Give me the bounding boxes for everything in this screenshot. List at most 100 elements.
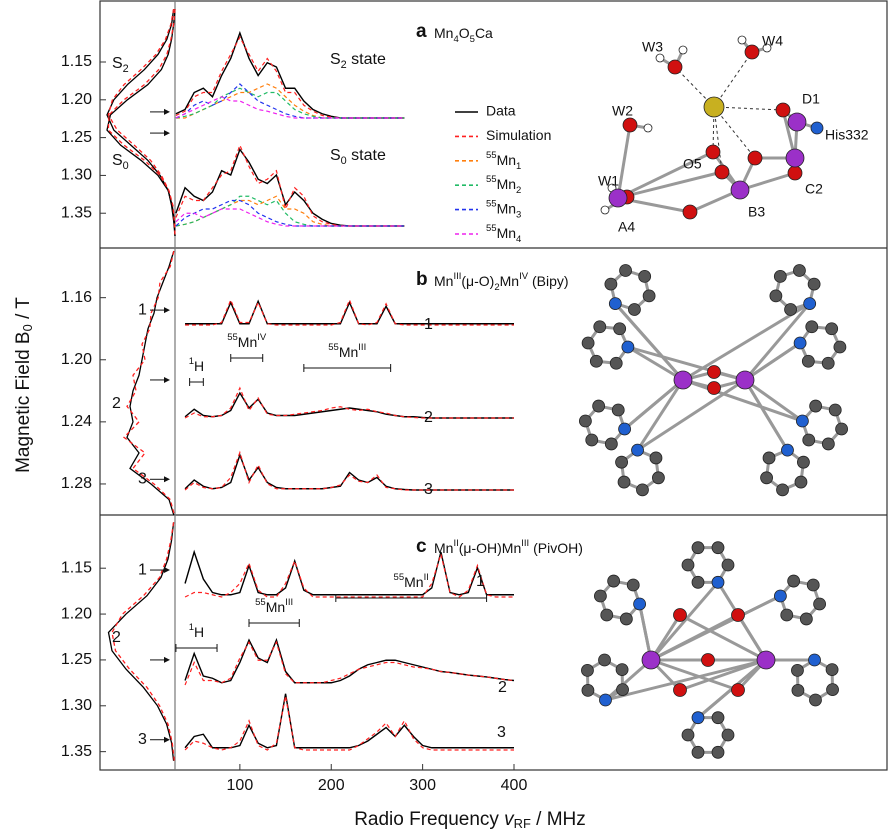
marker-label: 1 — [138, 301, 147, 318]
atom — [781, 609, 793, 621]
atom — [786, 149, 804, 167]
atom — [702, 654, 715, 667]
atom — [668, 60, 682, 74]
structure-label: D1 — [802, 91, 820, 107]
legend-label: 55Mn3 — [486, 198, 521, 220]
atom — [636, 484, 648, 496]
range-label: 1H — [189, 622, 204, 640]
atom — [712, 542, 724, 554]
atom — [807, 579, 819, 591]
marker-arrowhead — [164, 377, 170, 383]
atom — [712, 576, 724, 588]
x-axis-label: Radio Frequency vRF / MHz — [354, 809, 586, 831]
endor-trace — [185, 642, 514, 685]
text-part: Mn — [434, 25, 453, 41]
text-part: state — [347, 51, 386, 68]
text-part: Mn — [497, 152, 516, 168]
atom — [736, 371, 754, 389]
legend-label: 55Mn1 — [486, 149, 521, 171]
bond — [638, 380, 683, 450]
panel-title: MnII(μ-OH)MnIII (PivOH) — [434, 538, 583, 556]
atom — [590, 355, 602, 367]
atom — [682, 729, 694, 741]
endor-trace — [176, 201, 404, 227]
atom — [836, 423, 848, 435]
text-part: Magnetic Field B — [13, 331, 34, 473]
bond — [628, 347, 683, 380]
y-tick-label: 1.20 — [61, 91, 92, 108]
atom — [579, 415, 591, 427]
atom — [610, 357, 622, 369]
bond — [651, 582, 718, 660]
atom — [776, 103, 790, 117]
text-part: 55 — [486, 198, 497, 209]
atom — [811, 122, 823, 134]
endor-trace — [185, 455, 514, 490]
text-part: II — [424, 572, 429, 583]
text-part: 55 — [227, 332, 238, 343]
text-part: H — [194, 624, 204, 640]
epr-trace — [112, 522, 174, 760]
y-tick-label: 1.35 — [61, 743, 92, 760]
marker-label: S0 — [112, 152, 129, 172]
legend-label: 55Mn4 — [486, 223, 522, 245]
marker-arrowhead — [164, 657, 170, 663]
marker-label: S2 — [112, 55, 129, 75]
atom — [785, 304, 797, 316]
atom — [774, 270, 786, 282]
y-tick-label: 1.30 — [61, 697, 92, 714]
marker-label: 2 — [112, 629, 121, 646]
panel-letter: b — [416, 269, 428, 290]
endor-trace — [185, 694, 514, 748]
atom — [715, 165, 729, 179]
atom — [674, 609, 687, 622]
text-part: 55 — [486, 149, 497, 160]
atom — [808, 278, 820, 290]
atom — [652, 472, 664, 484]
structure-label: W4 — [762, 33, 783, 49]
atom — [822, 438, 834, 450]
x-tick-label: 400 — [501, 777, 528, 794]
text-part: Mn — [497, 200, 516, 216]
marker-arrowhead — [164, 307, 170, 313]
text-part: 2 — [123, 63, 129, 75]
atom — [791, 664, 803, 676]
trace-label: 1 — [476, 573, 485, 590]
text-part: S — [330, 51, 341, 68]
y-axis-label: Magnetic Field B0 / T — [13, 297, 35, 473]
legend-label: Data — [486, 103, 516, 119]
atom — [795, 476, 807, 488]
y-tick-label: 1.24 — [61, 413, 92, 430]
atom — [620, 613, 632, 625]
y-tick-label: 1.30 — [61, 167, 92, 184]
endor-trace — [185, 554, 514, 597]
endor-trace — [176, 209, 404, 226]
atom — [609, 189, 627, 207]
atom — [732, 684, 745, 697]
marker-label: 3 — [138, 471, 147, 488]
atom — [682, 559, 694, 571]
text-part: Ca — [475, 25, 493, 41]
marker-label: 1 — [138, 561, 147, 578]
x-tick-label: 200 — [318, 777, 345, 794]
epr-trace — [107, 9, 175, 236]
endor-trace — [185, 301, 514, 324]
legend-label: 55Mn2 — [486, 174, 521, 196]
text-part: 2 — [516, 185, 521, 196]
trace-label: 3 — [497, 724, 506, 741]
endor-trace — [185, 393, 514, 418]
range-label: 55MnIV — [227, 332, 267, 350]
atom — [586, 434, 598, 446]
panel-letter: a — [416, 21, 427, 42]
text-part: state — [347, 147, 386, 164]
y-tick-label: 1.16 — [61, 289, 92, 306]
atom — [781, 444, 793, 456]
atom — [594, 590, 606, 602]
atom — [761, 472, 773, 484]
text-part: (Bipy) — [528, 273, 568, 289]
atom — [834, 341, 846, 353]
text-part: 55 — [394, 572, 405, 583]
atom — [674, 371, 692, 389]
atom — [748, 151, 762, 165]
atom — [706, 145, 720, 159]
